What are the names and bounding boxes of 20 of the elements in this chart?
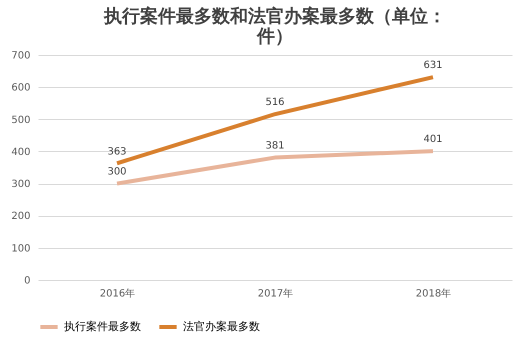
y-tick-label: 0: [24, 276, 30, 286]
x-tick-label: 2018年: [416, 288, 452, 300]
y-tick-label: 500: [11, 114, 30, 126]
data-label: 381: [265, 140, 285, 152]
legend-label: 执行案件最多数: [64, 320, 141, 333]
y-tick-label: 100: [11, 243, 30, 254]
x-tick-label: 2016年: [100, 288, 136, 300]
data-label: 401: [423, 134, 443, 146]
y-tick-label: 300: [11, 179, 30, 190]
x-tick-label: 2017年: [258, 288, 294, 300]
data-label: 300: [107, 166, 127, 178]
data-label: 516: [265, 97, 285, 108]
data-label: 363: [107, 146, 127, 158]
data-label: 631: [423, 60, 443, 72]
y-tick-label: 700: [11, 50, 30, 62]
chart-title: 执行案件最多数和法官办案最多数（单位：件）: [103, 6, 446, 47]
y-tick-label: 400: [11, 146, 30, 158]
legend-label: 法官办案最多数: [183, 320, 260, 333]
y-tick-label: 200: [11, 211, 30, 222]
y-tick-label: 600: [11, 82, 30, 94]
